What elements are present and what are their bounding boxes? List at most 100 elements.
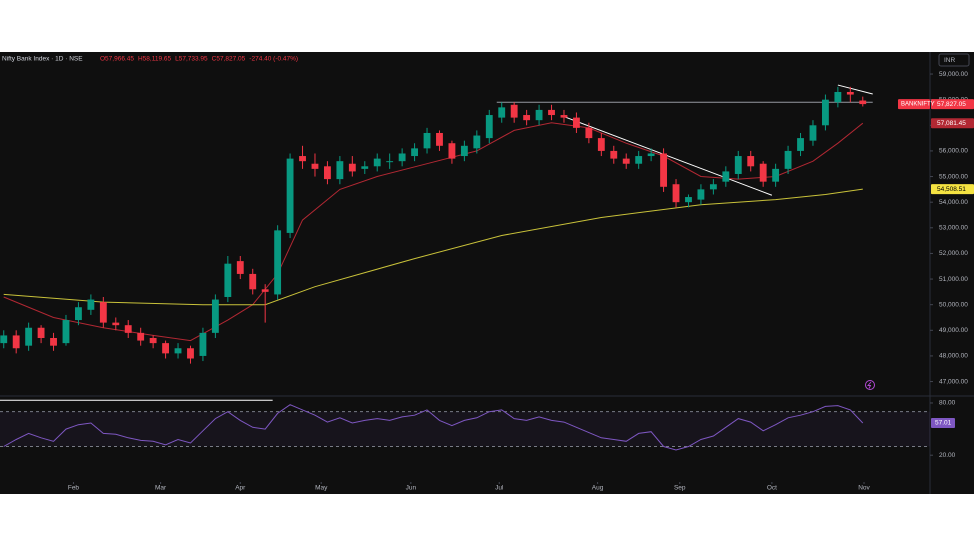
candle-body	[797, 138, 804, 151]
candle-body	[398, 153, 406, 162]
candle-body	[498, 107, 506, 118]
rsi-band	[0, 411, 930, 447]
y-tick-label: 52,000.00	[939, 250, 968, 257]
candle-body	[548, 109, 555, 116]
candle-body	[261, 289, 269, 292]
x-tick-label: Sep	[674, 485, 686, 492]
candle-body	[348, 163, 356, 172]
candle-body	[50, 337, 57, 346]
candle-body	[647, 153, 655, 157]
candle-body	[672, 184, 680, 203]
x-tick-label: Nov	[858, 485, 870, 492]
y-tick-label: 49,000.00	[939, 327, 968, 334]
candle-body	[635, 156, 643, 164]
candle-body	[12, 335, 20, 349]
candle-body	[436, 132, 443, 146]
candle-body	[112, 322, 120, 326]
legend-change: -274.40 (-0.47%)	[249, 56, 298, 63]
legend-close: C57,827.05	[212, 56, 246, 63]
candle-body	[99, 302, 107, 323]
y-tick-label: 55,000.00	[939, 173, 968, 180]
candle-body	[734, 156, 742, 174]
currency: INR	[944, 57, 956, 64]
price-tag	[931, 99, 974, 110]
candle-body	[162, 343, 170, 354]
candle-body	[722, 171, 730, 182]
y-tick-label: 51,000.00	[939, 276, 968, 283]
price-tag-label: 57,827.05	[937, 101, 966, 108]
candle-body	[660, 153, 667, 187]
candle-body	[286, 158, 294, 233]
candle-body	[37, 327, 45, 338]
candle-body	[821, 99, 829, 126]
x-tick-label: Apr	[235, 485, 246, 492]
candle-body	[473, 135, 481, 149]
candle-body	[697, 189, 705, 200]
candle-body	[137, 332, 145, 341]
candle-body	[460, 145, 468, 157]
candle-body	[25, 327, 33, 346]
candle-body	[274, 230, 282, 295]
x-tick-label: Mar	[155, 485, 167, 492]
candle-body	[423, 132, 431, 149]
candle-body	[585, 127, 593, 139]
rsi-line	[3, 404, 864, 451]
price-tag-label: 57,081.45	[937, 120, 966, 127]
y-tick-label: 48,000.00	[939, 353, 968, 360]
legend: Nifty Bank Index · 1D · NSE	[2, 56, 83, 63]
symbol-tag-label: BANKNIFTY	[901, 102, 935, 108]
candle-body	[62, 320, 70, 344]
legend-open: O57,966.45	[100, 56, 134, 63]
candle-body	[199, 332, 207, 356]
candle-body	[249, 273, 257, 290]
candle-body	[311, 163, 319, 169]
candle-body	[759, 163, 767, 182]
candle-body	[149, 337, 157, 344]
icon[interactable]	[865, 380, 875, 390]
candle-body	[685, 197, 692, 203]
candle-body	[709, 184, 717, 190]
x-tick-label: Oct	[767, 485, 777, 492]
price-tag	[931, 184, 974, 195]
x-tick-label: May	[315, 485, 328, 492]
moving-average	[3, 188, 863, 306]
candle-body	[622, 158, 630, 164]
y-tick-label: 47,000.00	[939, 378, 968, 385]
symbol-tag	[898, 99, 930, 110]
legend-low: L57,733.95	[175, 56, 208, 63]
candle-body	[610, 150, 618, 159]
candle-body	[87, 299, 95, 310]
x-tick-label: Jun	[406, 485, 417, 492]
candle-body	[448, 143, 456, 159]
candle-body	[124, 325, 132, 333]
price-tag-label: 54,508.51	[937, 186, 966, 193]
candle-body	[211, 299, 219, 333]
candle-body	[573, 117, 580, 128]
candle-body	[0, 335, 8, 344]
x-tick-label: Jul	[495, 485, 504, 492]
candle-body	[386, 161, 394, 163]
candle-body	[535, 109, 543, 121]
candle-body	[523, 115, 531, 121]
candle-body	[834, 91, 842, 103]
x-tick-label: Aug	[592, 485, 604, 492]
candle-body	[174, 348, 182, 354]
y-tick-label: 53,000.00	[939, 225, 968, 232]
rsi-tick-label: 20.00	[939, 452, 956, 459]
candle-body	[187, 348, 194, 359]
candle-body	[784, 150, 792, 169]
rsi-tag	[931, 417, 955, 428]
y-tick-label: 54,000.00	[939, 199, 968, 206]
candle-body	[485, 115, 493, 139]
candle-body	[236, 261, 244, 274]
candle-body	[747, 156, 755, 167]
price-tag	[931, 118, 974, 129]
candle-body	[373, 158, 381, 167]
candle-body	[846, 91, 854, 95]
trendline	[837, 84, 873, 95]
candle-body	[772, 168, 780, 182]
icon-bolt	[867, 381, 872, 389]
y-tick-label: 59,000.00	[939, 71, 968, 78]
y-tick-label: 50,000.00	[939, 301, 968, 308]
